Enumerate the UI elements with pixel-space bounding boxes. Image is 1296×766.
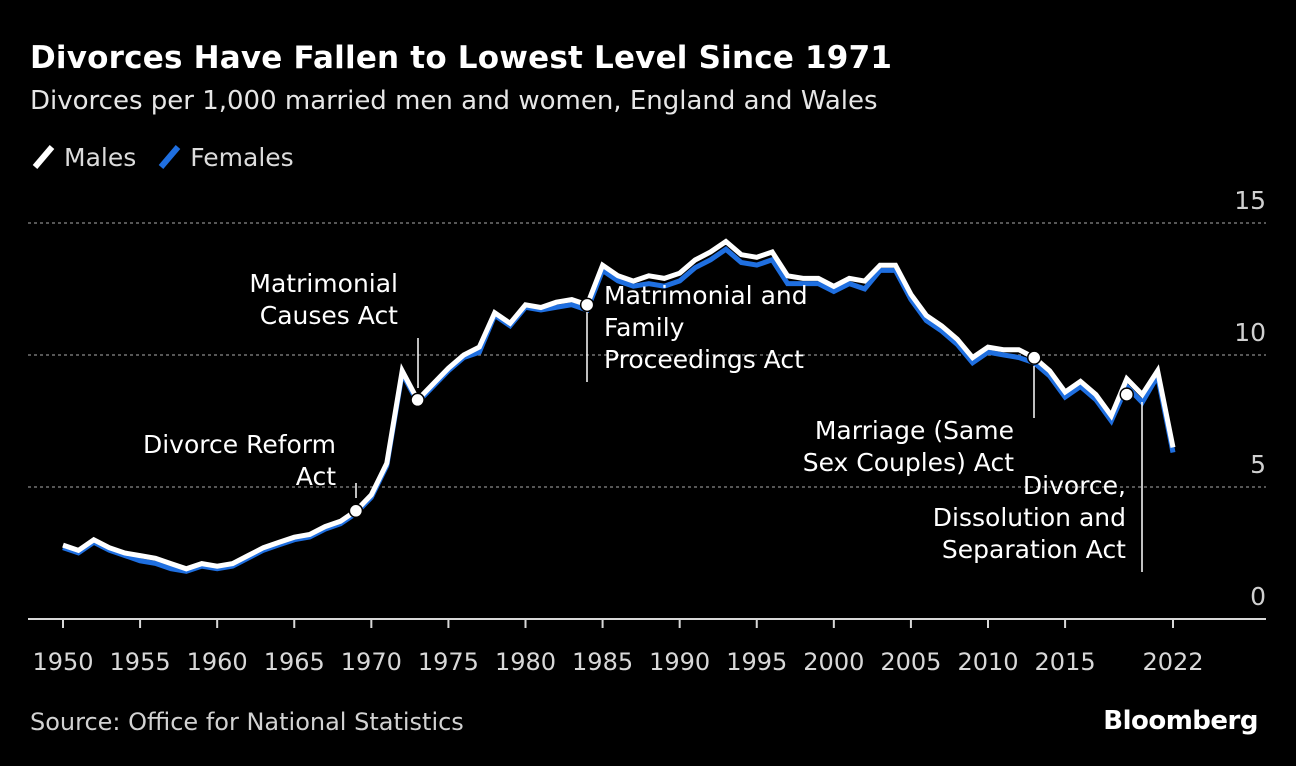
x-tick-label: 2005 <box>880 648 941 676</box>
x-tick-label: 1985 <box>572 648 633 676</box>
annotation-label: Divorce Reform <box>143 430 336 459</box>
annotation-label: Separation Act <box>942 535 1126 564</box>
legend: Males Females <box>30 142 314 172</box>
x-tick-label: 1965 <box>264 648 325 676</box>
x-tick-label: 1995 <box>726 648 787 676</box>
annotation-label: Sex Couples) Act <box>803 448 1014 477</box>
legend-swatch-males <box>32 145 55 169</box>
x-tick-label: 2000 <box>803 648 864 676</box>
chart-title: Divorces Have Fallen to Lowest Level Sin… <box>30 40 893 76</box>
annotation-label: Dissolution and <box>933 503 1126 532</box>
annotation-label: Matrimonial <box>249 269 398 298</box>
x-tick-label: 2022 <box>1142 648 1203 676</box>
source-note: Source: Office for National Statistics <box>30 708 464 736</box>
annotation-marker <box>348 503 364 519</box>
x-tick-label: 1980 <box>495 648 556 676</box>
x-tick-label: 1970 <box>341 648 402 676</box>
x-tick-label: 1950 <box>32 648 93 676</box>
legend-label-females: Females <box>190 142 294 172</box>
annotation-label: Act <box>296 462 336 491</box>
annotation-marker <box>1119 387 1134 402</box>
x-tick-label: 1960 <box>187 648 248 676</box>
annotation-label: Matrimonial and <box>604 281 808 310</box>
y-tick-label: 5 <box>1250 450 1266 479</box>
legend-swatch-females <box>158 145 181 169</box>
chart-subtitle: Divorces per 1,000 married men and women… <box>30 86 878 116</box>
annotation-marker <box>410 392 425 408</box>
x-tick-label: 2010 <box>957 648 1018 676</box>
annotation-marker <box>579 297 595 313</box>
x-tick-label: 1955 <box>110 648 171 676</box>
series-line-males <box>62 238 1176 572</box>
annotation-label: Marriage (Same <box>815 416 1014 445</box>
annotation-label: Family <box>604 313 685 342</box>
annotation-label: Divorce, <box>1023 471 1126 500</box>
x-tick-label: 1990 <box>649 648 710 676</box>
legend-item-males: Males <box>30 142 136 172</box>
x-tick-label: 1975 <box>418 648 479 676</box>
legend-item-females: Females <box>156 142 294 172</box>
x-tick-label: 2015 <box>1035 648 1096 676</box>
y-tick-label: 0 <box>1250 582 1266 611</box>
bloomberg-logo: Bloomberg <box>1103 706 1258 736</box>
annotation-marker <box>1027 350 1042 365</box>
annotation-label: Proceedings Act <box>604 345 804 374</box>
annotation-label: Causes Act <box>260 301 398 330</box>
y-tick-label: 10 <box>1234 318 1266 347</box>
y-tick-label: 15 <box>1234 186 1266 215</box>
legend-label-males: Males <box>64 142 137 172</box>
